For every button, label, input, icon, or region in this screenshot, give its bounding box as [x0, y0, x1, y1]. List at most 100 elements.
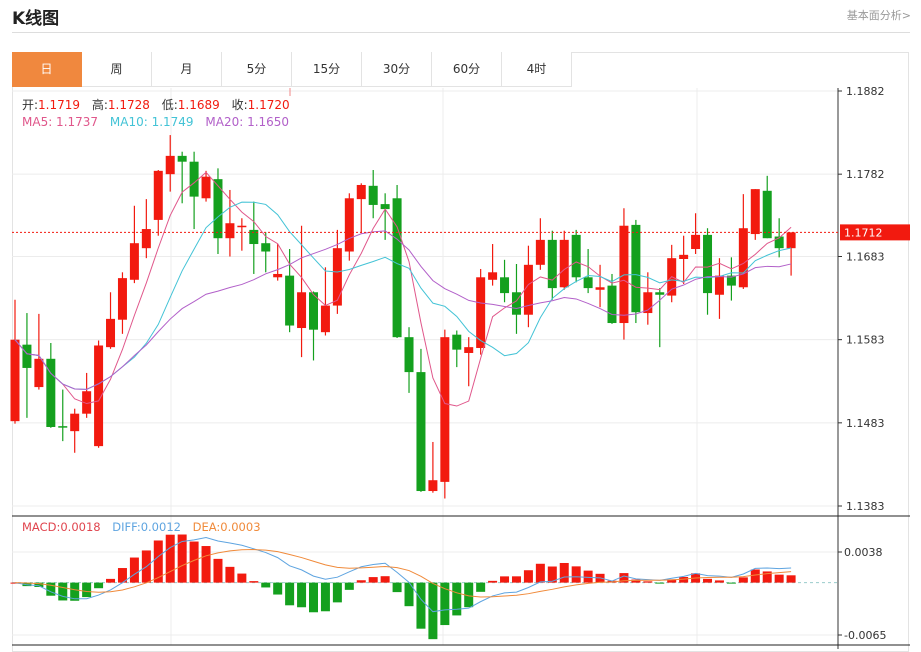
macd-bar: [500, 576, 510, 583]
candle-up: [129, 243, 139, 280]
candle-down: [511, 292, 521, 315]
candle-down: [762, 190, 772, 239]
macd-bar: [488, 580, 498, 583]
period-tabs: 日 周 月 5分 15分 30分 60分 4时: [12, 52, 572, 87]
tab-day[interactable]: 日: [12, 52, 82, 87]
candle-up: [535, 239, 545, 265]
candle-up: [165, 155, 175, 175]
tab-week[interactable]: 周: [82, 52, 152, 87]
macd-bar: [679, 576, 689, 583]
macd-bar: [117, 568, 127, 583]
page-title: K线图: [12, 9, 60, 29]
ma5-value: MA5: 1.1737: [22, 115, 99, 129]
ohlc-legend: 开:1.1719 高:1.1728 低:1.1689 收:1.1720: [22, 96, 298, 113]
tab-month[interactable]: 月: [152, 52, 222, 87]
candle-down: [189, 161, 199, 197]
macd-bar: [320, 582, 330, 612]
candle-up: [237, 225, 247, 228]
macd-bar: [213, 558, 223, 583]
macd-bar: [46, 582, 56, 596]
macd-bar: [392, 582, 402, 593]
macd-bar: [703, 578, 713, 583]
macd-bar: [189, 541, 199, 583]
low-label: 低:: [161, 98, 178, 112]
candle-up: [476, 277, 486, 348]
tab-15min[interactable]: 15分: [292, 52, 362, 87]
y-tick-label: 1.1782: [846, 168, 885, 181]
y-tick-label: 1.1383: [846, 500, 885, 513]
ma-legend: MA5: 1.1737 MA10: 1.1749 MA20: 1.1650: [22, 115, 297, 129]
candle-up: [106, 318, 116, 348]
candle-up: [10, 339, 20, 422]
macd-bar: [201, 546, 211, 583]
candle-up: [82, 391, 92, 414]
high-value: 1.1728: [107, 98, 150, 112]
y-tick-label: 1.1882: [846, 85, 885, 98]
candle-up: [559, 239, 569, 288]
candle-down: [726, 275, 736, 286]
candle-up: [320, 305, 330, 333]
open-value: 1.1719: [38, 98, 81, 112]
diff-value: DIFF:0.0012: [112, 520, 181, 534]
dea-line: [14, 549, 792, 598]
candle-up: [523, 264, 533, 315]
macd-bar: [237, 573, 247, 583]
macd-bar: [511, 576, 521, 583]
candle-up: [679, 254, 689, 259]
candle-up: [94, 345, 104, 447]
tab-4hour[interactable]: 4时: [502, 52, 572, 87]
candle-up: [356, 184, 366, 200]
candle-up: [595, 287, 605, 290]
candle-up: [332, 248, 342, 306]
y-tick-label: 1.1683: [846, 251, 885, 264]
candle-down: [631, 224, 641, 313]
macd-bar: [356, 580, 366, 583]
macd-bar: [428, 582, 438, 640]
candle-down: [380, 204, 390, 210]
current-price-tag: [840, 224, 910, 241]
candle-down: [404, 337, 414, 373]
macd-tick-label: 0.0038: [844, 546, 883, 559]
macd-bar: [249, 581, 259, 583]
macd-bar: [559, 562, 569, 583]
macd-bar: [464, 582, 474, 608]
macd-bar: [726, 582, 736, 584]
macd-bar: [750, 569, 760, 583]
macd-bar: [571, 566, 581, 583]
y-tick-label: 1.1483: [846, 417, 885, 430]
candle-up: [344, 198, 354, 252]
macd-bar: [309, 582, 318, 613]
y-tick-label: 1.1583: [846, 334, 885, 347]
fundamental-analysis-link[interactable]: 基本面分析>: [846, 9, 911, 22]
candle-down: [655, 292, 665, 295]
candle-up: [464, 347, 474, 353]
macd-bar: [82, 582, 92, 598]
macd-bar: [368, 577, 378, 583]
macd-bar: [177, 534, 187, 583]
macd-bar: [129, 557, 139, 583]
candle-up: [117, 278, 127, 320]
tab-30min[interactable]: 30分: [362, 52, 432, 87]
tab-5min[interactable]: 5分: [222, 52, 292, 87]
candle-down: [416, 372, 426, 492]
divider: [12, 32, 910, 33]
macd-bar: [34, 582, 44, 587]
macd-bar: [523, 570, 533, 583]
candle-up: [750, 189, 760, 235]
candle-down: [607, 285, 617, 324]
candle-up: [440, 337, 450, 482]
candle-up: [643, 292, 653, 314]
low-value: 1.1689: [177, 98, 220, 112]
macd-bar: [643, 581, 653, 583]
candle-up: [428, 480, 438, 492]
macd-bar: [165, 534, 175, 583]
macd-bar: [273, 582, 283, 595]
candle-up: [34, 358, 44, 388]
tab-60min[interactable]: 60分: [432, 52, 502, 87]
candle-down: [452, 334, 462, 350]
candle-down: [547, 239, 557, 289]
macd-bar: [774, 574, 784, 583]
macd-bar: [404, 582, 414, 607]
macd-bar: [106, 578, 116, 583]
